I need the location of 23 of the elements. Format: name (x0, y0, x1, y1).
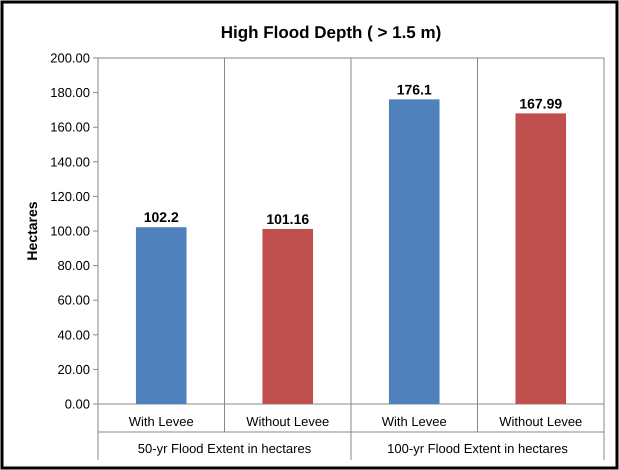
chart-title: High Flood Depth ( > 1.5 m) (220, 23, 442, 42)
y-tick-label: 80.00 (57, 258, 90, 274)
y-tick-label: 40.00 (57, 327, 90, 342)
y-axis-title: Hectares (24, 201, 40, 261)
data-label: 176.1 (396, 81, 432, 98)
x-tick-label: Without Levee (499, 414, 582, 429)
y-tick-label: 100.00 (50, 224, 90, 238)
y-tick-label: 20.00 (57, 362, 90, 377)
x-tick-label: Without Levee (246, 414, 330, 429)
y-tick-label: 140.00 (50, 154, 90, 170)
y-tick-label: 160.00 (50, 120, 90, 135)
text: 50-yr Flood Extent in hectares (138, 441, 312, 456)
y-tick-label: 200.00 (50, 50, 90, 66)
text: 100-yr Flood Extent in hectares (387, 441, 568, 456)
data-label: 102.2 (144, 209, 179, 226)
data-label: 101.16 (266, 210, 310, 227)
data-label: 167.99 (519, 95, 562, 112)
x-tick-label: With Levee (128, 414, 194, 429)
y-tick-label: 0.00 (64, 396, 90, 412)
y-tick-label: 120.00 (50, 188, 90, 204)
y-tick-label: 180.00 (50, 85, 90, 100)
x-tick-label: With Levee (382, 414, 447, 429)
y-tick-label: 60.00 (57, 292, 90, 308)
